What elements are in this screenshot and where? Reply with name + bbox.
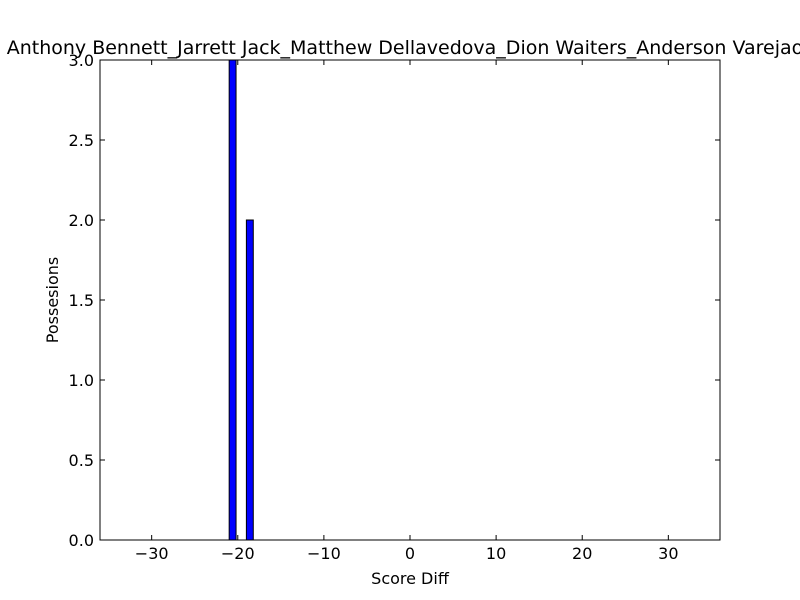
x-tick-label: 20 [572, 544, 592, 563]
x-tick-label: −10 [307, 544, 341, 563]
y-tick-label: 1.0 [69, 371, 94, 390]
bar [245, 219, 254, 541]
x-tick-label: −30 [135, 544, 169, 563]
x-tick-label: 10 [486, 544, 506, 563]
plot-area-frame [99, 59, 721, 541]
y-tick-label: 0.5 [69, 451, 94, 470]
chart-title: Anthony Bennett_Jarrett Jack_Matthew Del… [7, 37, 800, 59]
y-tick-label: 1.5 [69, 291, 94, 310]
y-tick-label: 2.5 [69, 131, 94, 150]
y-tick-label: 3.0 [69, 51, 94, 70]
x-tick-label: −20 [221, 544, 255, 563]
bars-group [228, 59, 254, 541]
y-tick-label: 0.0 [69, 531, 94, 550]
bar [228, 59, 237, 541]
x-tick-label: 0 [405, 544, 415, 563]
y-tick-label: 2.0 [69, 211, 94, 230]
x-tick-label: 30 [658, 544, 678, 563]
y-axis-label: Possesions [43, 257, 62, 343]
ticks-group: −30 −20 −10 0 10 20 30 0.0 0.5 1.0 1.5 2.0 2.5 3.0 [69, 51, 720, 563]
x-axis-label: Score Diff [371, 569, 450, 588]
